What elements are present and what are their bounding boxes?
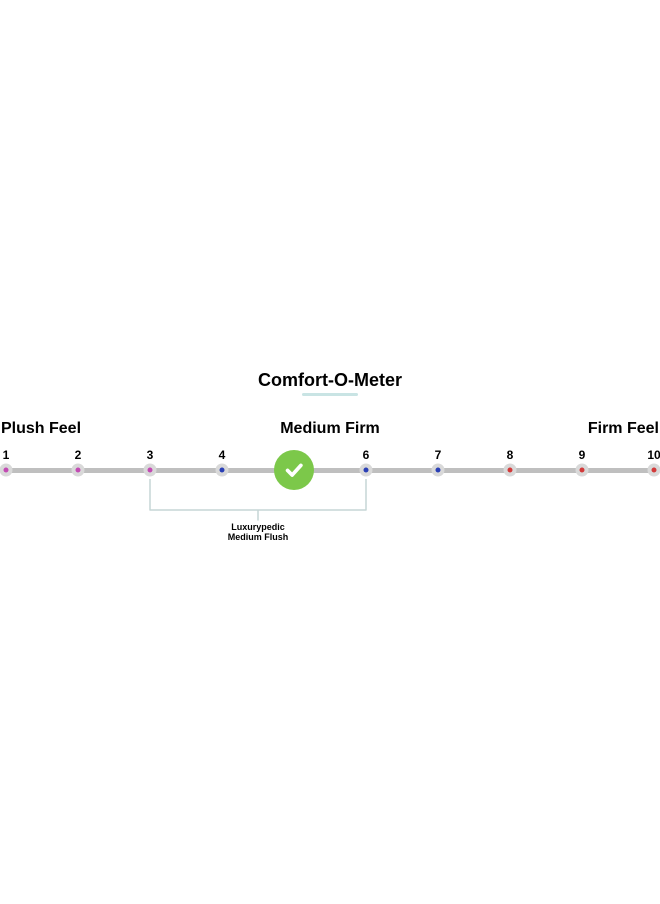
tick-2: 2 [75,448,82,462]
title: Comfort-O-Meter [0,370,660,391]
scale-dot-4 [216,464,229,477]
tick-7: 7 [435,448,442,462]
scale-dot-3 [144,464,157,477]
title-underline [302,393,358,396]
scale-dot-9 [576,464,589,477]
tick-4: 4 [219,448,226,462]
category-plush: Plush Feel [1,420,81,438]
tick-8: 8 [507,448,514,462]
scale-dot-8 [504,464,517,477]
scale-dot-7 [432,464,445,477]
tick-9: 9 [579,448,586,462]
tick-3: 3 [147,448,154,462]
scale-dot-1 [0,464,13,477]
scale-dot-6 [360,464,373,477]
selected-marker [274,450,314,490]
category-medium: Medium Firm [280,420,380,438]
tick-10: 10 [647,448,660,462]
comfort-o-meter: Comfort-O-Meter Plush Feel Medium Firm F… [0,0,660,904]
scale-track [3,468,657,473]
category-firm: Firm Feel [588,420,659,438]
tick-6: 6 [363,448,370,462]
product-label: Luxurypedic Medium Flush [228,522,289,543]
range-bracket [146,479,370,524]
check-icon [283,459,305,481]
tick-1: 1 [3,448,10,462]
scale-dot-2 [72,464,85,477]
scale-dot-10 [648,464,660,477]
